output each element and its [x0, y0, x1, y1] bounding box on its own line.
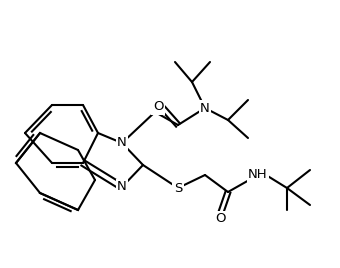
Text: O: O: [215, 213, 225, 225]
Text: N: N: [200, 102, 210, 114]
Text: N: N: [117, 181, 127, 193]
Text: N: N: [117, 136, 127, 150]
Text: S: S: [174, 181, 182, 195]
Text: NH: NH: [248, 169, 268, 181]
Text: O: O: [153, 100, 163, 114]
